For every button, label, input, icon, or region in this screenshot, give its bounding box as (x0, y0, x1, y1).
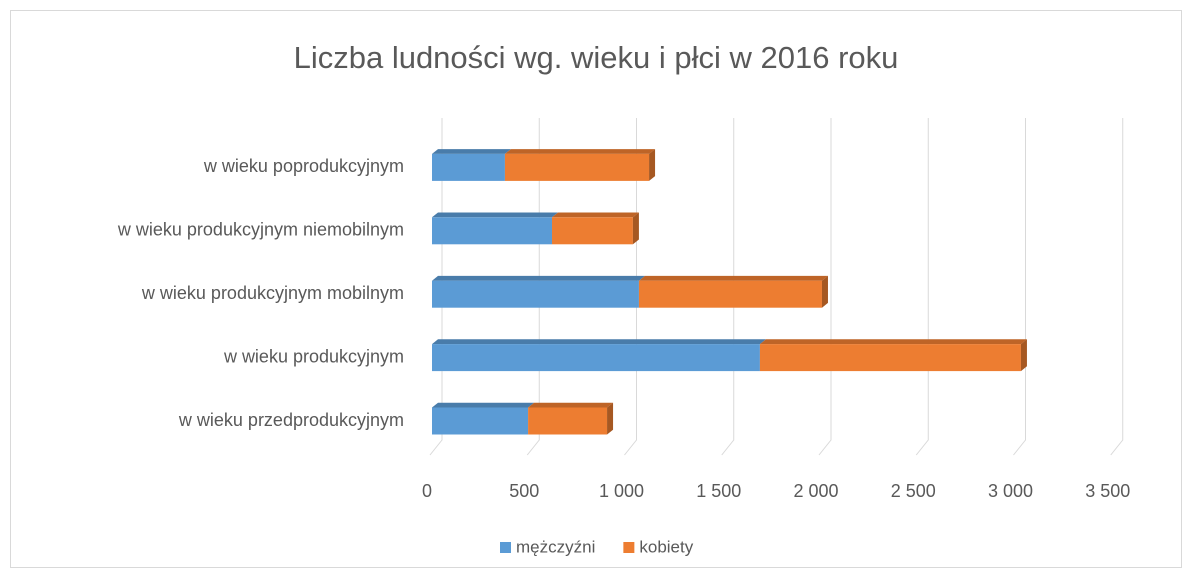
y-tick-label: w wieku poprodukcyjnym (203, 156, 404, 176)
x-tick-label: 0 (422, 481, 432, 501)
x-tick-label: 1 000 (599, 481, 644, 501)
bar-top (432, 339, 766, 345)
x-tick-label: 500 (509, 481, 539, 501)
bar (432, 217, 553, 245)
bar (638, 280, 822, 308)
bar-top (528, 402, 614, 408)
bar-top (432, 149, 511, 154)
y-tick-label: w wieku produkcyjnym niemobilnym (117, 220, 404, 240)
bar-side (1020, 339, 1027, 372)
bar (432, 344, 760, 372)
bar-top (504, 149, 656, 154)
x-tick-label: 2 000 (793, 481, 838, 501)
bar (528, 407, 608, 435)
bar-top (638, 275, 828, 281)
y-tick-label: w wieku przedprodukcyjnym (178, 410, 404, 430)
bar (432, 280, 639, 308)
bar (759, 344, 1021, 372)
y-tick-label: w wieku produkcyjnym (223, 346, 404, 366)
x-tick-label: 3 500 (1085, 481, 1130, 501)
bar-top (759, 339, 1027, 345)
x-tick-label: 3 000 (988, 481, 1033, 501)
bar-side (607, 402, 614, 435)
legend-label: kobiety (639, 537, 693, 556)
bar-top (432, 402, 535, 408)
chart-title: Liczba ludności wg. wieku i płci w 2016 … (294, 40, 899, 75)
bar (504, 153, 650, 181)
legend-label: mężczyźni (516, 537, 595, 556)
bar (432, 153, 505, 181)
bar (432, 407, 529, 435)
grid-line (1110, 118, 1124, 456)
x-tick-label: 1 500 (696, 481, 741, 501)
legend-swatch (623, 542, 635, 553)
legend-swatch (500, 542, 511, 553)
y-tick-label: w wieku produkcyjnym mobilnym (141, 283, 404, 303)
bar-top (552, 212, 639, 218)
grid-line (818, 118, 832, 456)
grid-line (721, 118, 735, 456)
x-tick-label: 2 500 (891, 481, 936, 501)
bar-side (632, 212, 639, 245)
bar-side (649, 149, 656, 181)
bar-top (432, 212, 559, 218)
grid-line (1013, 118, 1026, 456)
bar-side (821, 275, 828, 308)
bar-top (432, 275, 645, 281)
grid-line (915, 118, 929, 456)
bar (552, 217, 633, 245)
